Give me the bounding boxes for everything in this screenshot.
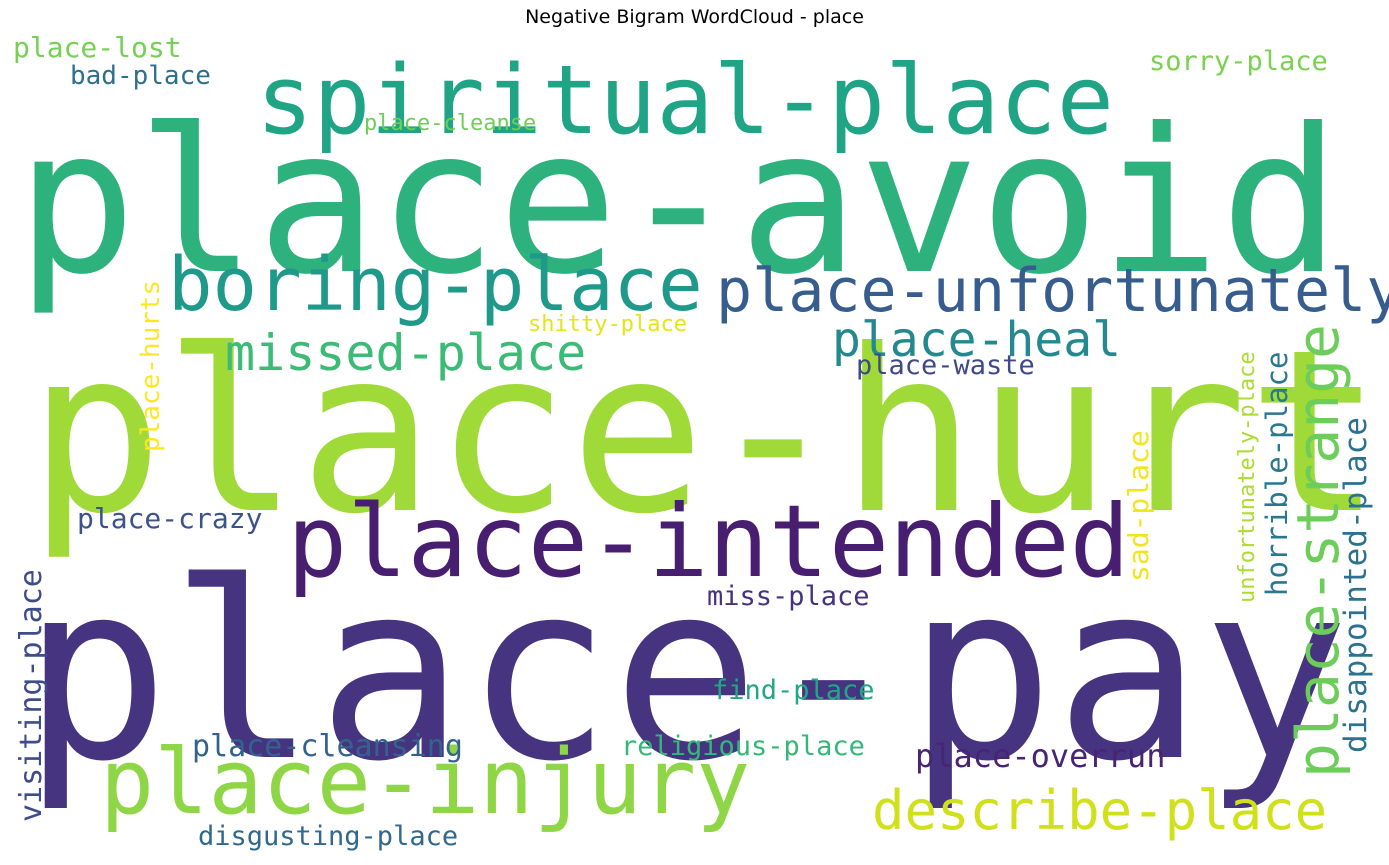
word-spiritual-place: spiritual-place <box>256 46 1114 156</box>
word-place-intended: place-intended <box>287 483 1130 600</box>
word-place-waste: place-waste <box>856 350 1035 381</box>
word-place-cleansing: place-cleansing <box>192 729 463 764</box>
word-find-place: find-place <box>712 675 875 706</box>
word-place-cleanse: place-cleanse <box>364 111 536 136</box>
word-miss-place: miss-place <box>707 581 870 612</box>
word-bad-place: bad-place <box>70 61 211 91</box>
word-place-heal: place-heal <box>832 312 1121 368</box>
word-place-injury: place-injury <box>100 730 750 835</box>
word-visiting-place: visiting-place <box>14 569 49 822</box>
word-boring-place: boring-place <box>168 242 703 328</box>
word-place-hurts: place-hurts <box>136 280 166 452</box>
word-disgusting-place: disgusting-place <box>198 821 458 852</box>
word-describe-place: describe-place <box>872 779 1327 842</box>
word-shitty-place: shitty-place <box>528 312 687 337</box>
word-unfortunately-place: unfortunately-place <box>1235 351 1260 603</box>
word-place-strange: place-strange <box>1284 324 1352 778</box>
word-place-crazy: place-crazy <box>77 502 262 535</box>
word-religious-place: religious-place <box>621 731 865 762</box>
chart-title: Negative Bigram WordCloud - place <box>525 6 864 28</box>
word-sorry-place: sorry-place <box>1149 46 1328 77</box>
word-place-overrun: place-overrun <box>915 737 1165 775</box>
word-horrible-place: horrible-place <box>1260 352 1294 596</box>
word-place-pay: place-pay <box>22 530 1350 815</box>
word-place-hurt: place-hurt <box>28 302 1383 564</box>
word-sad-place: sad-place <box>1122 430 1155 582</box>
word-place-lost: place-lost <box>13 31 182 64</box>
word-place-avoid: place-avoid <box>16 86 1341 319</box>
word-missed-place: missed-place <box>225 324 586 382</box>
word-disappointed-place: disappointed-place <box>1338 417 1374 753</box>
word-place-unfortunately: place-unfortunately <box>716 256 1389 326</box>
